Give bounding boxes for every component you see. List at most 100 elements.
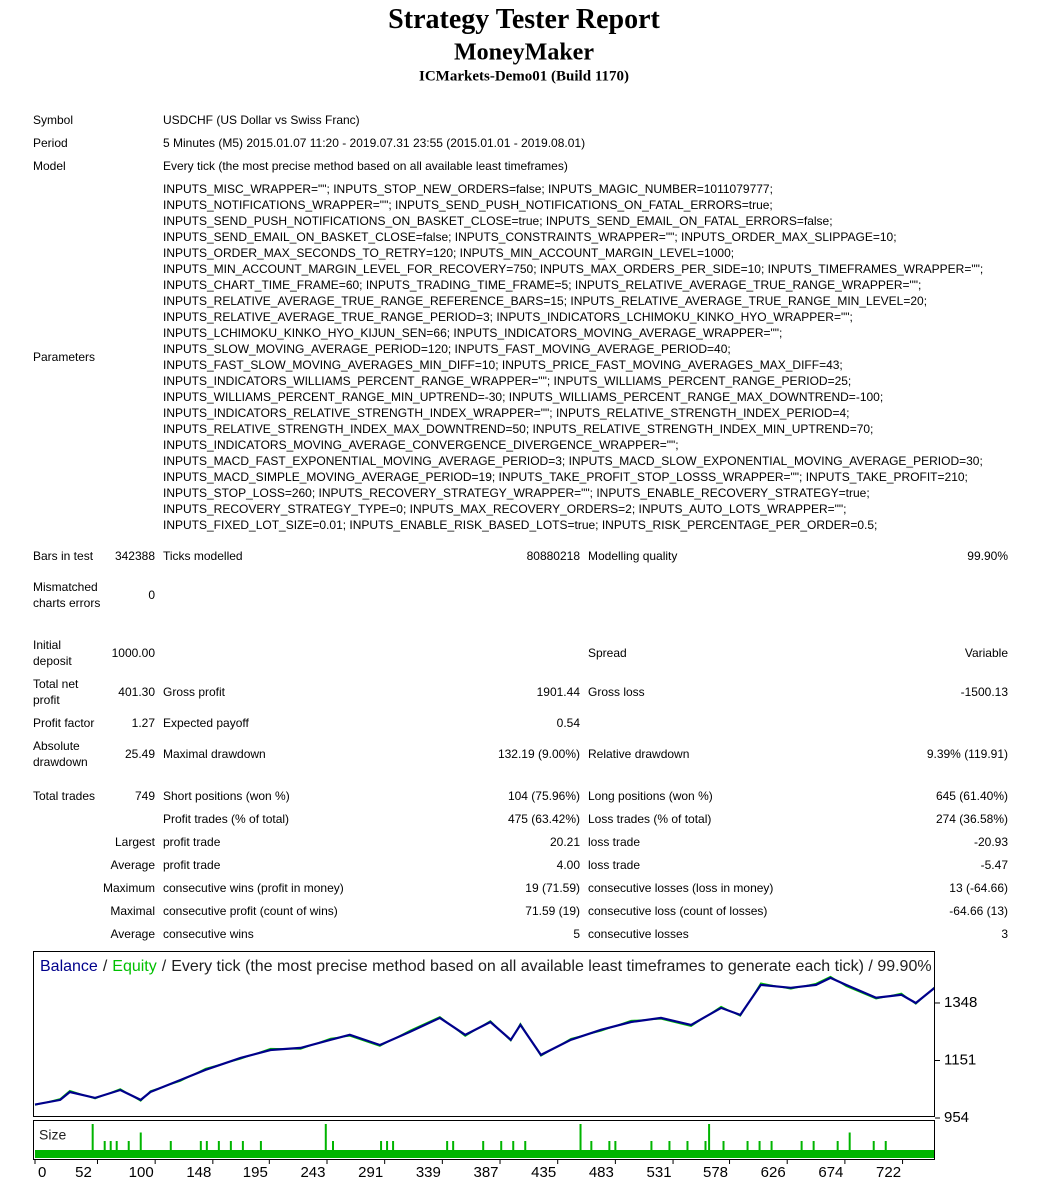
stat-label: Gross loss [588, 685, 645, 699]
stat-label: consecutive loss (count of losses) [588, 904, 768, 918]
size-label: Size [39, 1127, 66, 1143]
x-tick-label: 52 [75, 1164, 92, 1181]
stat-value: 99.90% [967, 549, 1008, 563]
size-bar [668, 1141, 671, 1158]
plot-frame [33, 951, 935, 1117]
size-bar [800, 1141, 803, 1158]
stat-value: Maximal [110, 904, 155, 918]
stat-value: 13 (-64.66) [949, 881, 1008, 895]
stat-label: Spread [588, 646, 627, 660]
stat-value: 19 (71.59) [525, 881, 580, 895]
expert-name: MoneyMaker [454, 39, 594, 66]
parameter-line: INPUTS_SEND_EMAIL_ON_BASKET_CLOSE=false;… [163, 230, 897, 244]
x-tick-label: 243 [300, 1164, 325, 1181]
stat-label: Profit trades (% of total) [163, 812, 290, 826]
stat-label: Expected payoff [163, 716, 249, 730]
info-label: Model [33, 159, 66, 173]
y-tick-label: 954 [944, 1109, 969, 1126]
size-bar [241, 1141, 244, 1158]
size-bar [884, 1141, 887, 1158]
stat-value: 25.49 [124, 747, 155, 761]
x-tick-label: 722 [876, 1164, 901, 1181]
stat-label: consecutive losses [588, 927, 689, 941]
size-bar [103, 1141, 106, 1158]
stat-value: 5 [573, 927, 580, 941]
size-bar [331, 1141, 334, 1158]
parameter-line: INPUTS_FAST_SLOW_MOVING_AVERAGES_MIN_DIF… [163, 358, 843, 372]
stat-label: Bars in test [33, 549, 94, 563]
parameter-line: INPUTS_SLOW_MOVING_AVERAGE_PERIOD=120; I… [163, 342, 731, 356]
size-bar [746, 1141, 749, 1158]
stat-value: 1000.00 [111, 646, 155, 660]
size-bar [650, 1141, 653, 1158]
size-bar [608, 1141, 611, 1158]
stat-value: 0 [148, 588, 155, 602]
stat-value: 4.00 [556, 858, 580, 872]
x-tick-label: 291 [358, 1164, 383, 1181]
stat-value: 749 [134, 789, 155, 803]
stat-value: -1500.13 [960, 685, 1008, 699]
stat-value: 9.39% (119.91) [926, 747, 1008, 761]
stat-value: 1.27 [131, 716, 155, 730]
x-tick-label: 435 [531, 1164, 556, 1181]
stat-label: Ticks modelled [163, 549, 243, 563]
parameter-line: INPUTS_LCHIMOKU_KINKO_HYO_KIJUN_SEN=66; … [163, 326, 783, 340]
x-tick-label: 100 [129, 1164, 154, 1181]
info-label: Period [33, 136, 68, 150]
parameter-line: INPUTS_INDICATORS_WILLIAMS_PERCENT_RANGE… [163, 374, 852, 388]
stat-label: Long positions (won %) [588, 789, 713, 803]
stat-value: -5.47 [980, 858, 1008, 872]
balance-chart: 954 1151 1348 0 52 100 148 195 243 291 339 387 435 48… [33, 951, 977, 1181]
size-bar [579, 1124, 582, 1158]
size-bar [704, 1141, 707, 1158]
size-bar [590, 1141, 593, 1158]
stat-label: Profit factor [33, 716, 95, 730]
parameter-line: INPUTS_INDICATORS_MOVING_AVERAGE_CONVERG… [163, 438, 679, 452]
parameter-line: INPUTS_CHART_TIME_FRAME=60; INPUTS_TRADI… [163, 278, 922, 292]
size-bar [324, 1124, 327, 1158]
size-bar [169, 1141, 172, 1158]
stat-value: 80880218 [526, 549, 580, 563]
size-bar [482, 1141, 485, 1158]
stat-value: 645 (61.40%) [935, 789, 1008, 803]
stat-label: loss trade [588, 835, 641, 849]
stat-label: profit trade [163, 835, 221, 849]
stat-value: Maximum [102, 881, 155, 895]
parameter-line: INPUTS_FIXED_LOT_SIZE=0.01; INPUTS_ENABL… [163, 518, 878, 532]
stat-value: 0.54 [556, 716, 580, 730]
parameter-line: INPUTS_RELATIVE_AVERAGE_TRUE_RANGE_REFER… [163, 294, 928, 308]
stat-value: 104 (75.96%) [507, 789, 580, 803]
stat-label: consecutive wins [163, 927, 254, 941]
parameters-label: Parameters [33, 350, 96, 364]
x-tick-label: 626 [761, 1164, 786, 1181]
parameter-line: INPUTS_NOTIFICATIONS_WRAPPER=""; INPUTS_… [163, 198, 773, 212]
stat-label: Absolute drawdown [33, 739, 88, 769]
stat-label: consecutive losses (loss in money) [588, 881, 774, 895]
size-bar [205, 1141, 208, 1158]
size-bar [512, 1141, 515, 1158]
parameter-line: INPUTS_RECOVERY_STRATEGY_TYPE=0; INPUTS_… [163, 502, 847, 516]
size-bar [380, 1141, 383, 1158]
legend: Balance / Equity / Every tick (the most prec… [40, 958, 932, 975]
lines [34, 975, 934, 1106]
stat-value: Average [110, 858, 155, 872]
stat-value: 71.59 (19) [525, 904, 580, 918]
size-bar [229, 1141, 232, 1158]
stat-value: 401.30 [118, 685, 155, 699]
server-name: ICMarkets-Demo01 (Build 1170) [419, 68, 629, 85]
stat-label: Maximal drawdown [163, 747, 266, 761]
size-bar [836, 1141, 839, 1158]
parameter-line: INPUTS_MIN_ACCOUNT_MARGIN_LEVEL_FOR_RECO… [163, 262, 984, 276]
stat-label: Short positions (won %) [163, 789, 290, 803]
x-tick-label: 578 [703, 1164, 728, 1181]
size-bar [386, 1141, 389, 1158]
size-bar [109, 1141, 112, 1158]
stat-value: Largest [114, 835, 155, 849]
parameter-line: INPUTS_RELATIVE_STRENGTH_INDEX_MAX_DOWNT… [163, 422, 874, 436]
legend-separator: / [162, 958, 167, 975]
size-bar [708, 1124, 711, 1158]
x-tick-label: 674 [818, 1164, 843, 1181]
size-bar [127, 1141, 130, 1158]
size-bar [392, 1141, 395, 1158]
